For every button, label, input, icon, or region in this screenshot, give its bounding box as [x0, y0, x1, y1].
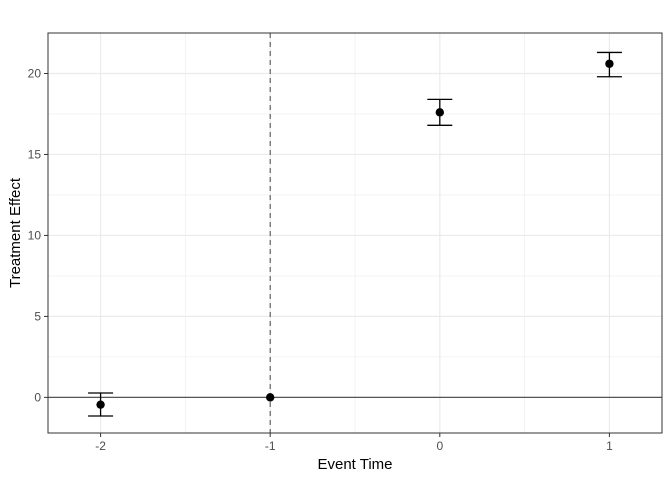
y-tick-label: 15 [28, 147, 42, 161]
x-tick-label: 0 [436, 439, 443, 453]
x-axis-label: Event Time [317, 456, 392, 473]
grid [48, 33, 662, 433]
y-axis-label: Treatment Effect [7, 177, 24, 288]
data-point [605, 59, 614, 68]
data-point [96, 400, 105, 409]
y-tick-label: 10 [28, 228, 42, 242]
panel-border [47, 32, 663, 434]
data-point [265, 393, 275, 402]
x-tick-label: -2 [95, 439, 106, 453]
x-tick-label: -1 [265, 439, 276, 453]
marks [48, 33, 662, 433]
x-tick-label: 1 [606, 439, 613, 453]
data-point [435, 108, 445, 117]
y-tick-label: 20 [28, 66, 42, 80]
y-tick-label: 5 [34, 309, 41, 323]
y-tick-label: 0 [34, 390, 41, 404]
